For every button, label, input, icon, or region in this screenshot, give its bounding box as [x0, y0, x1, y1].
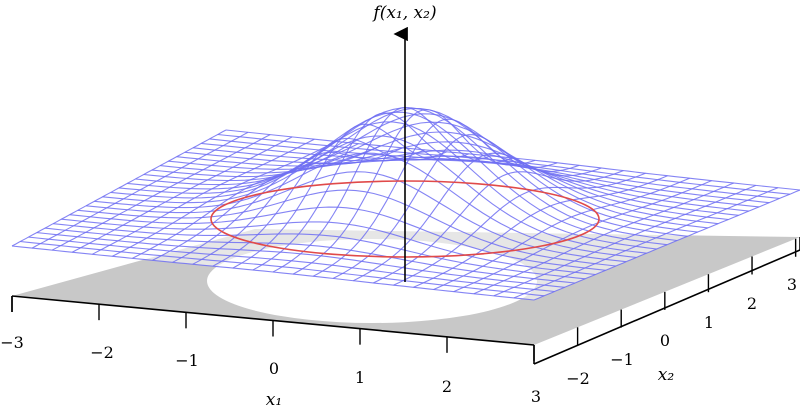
x1-axis-label: x₁	[266, 390, 282, 408]
x1-tick-label: 0	[269, 359, 279, 378]
x2-axis-label: x₂	[658, 365, 675, 385]
mesh-line	[217, 133, 790, 195]
surface-mesh	[11, 106, 800, 301]
mesh-line	[453, 180, 712, 293]
x2-tick-label: 2	[747, 294, 757, 313]
x2-tick-label: 0	[660, 331, 670, 350]
mesh-line	[135, 108, 688, 237]
f-axis-label: f(x₁, x₂)	[371, 3, 436, 23]
mesh-line	[209, 138, 780, 199]
mesh-line	[513, 187, 779, 299]
x1-tick-label: −3	[0, 333, 24, 352]
mesh-line	[413, 175, 668, 288]
x2-axis	[533, 237, 800, 365]
x2-tick-label: −1	[610, 350, 634, 369]
mesh-line	[473, 182, 735, 295]
mesh-line	[127, 107, 678, 242]
x1-tick-label: 2	[442, 377, 452, 396]
mesh-line	[143, 113, 698, 233]
mesh-line	[151, 121, 708, 229]
x2-tick-label: 1	[704, 313, 714, 332]
x1-tick-label: −1	[175, 351, 199, 370]
x1-tick-marks	[11, 296, 535, 361]
mesh-line	[225, 129, 800, 191]
mesh-line	[168, 141, 729, 221]
mesh-line	[160, 131, 719, 225]
x2-tick-marks	[576, 238, 797, 346]
mesh-line	[373, 170, 624, 284]
mesh-line	[493, 184, 757, 297]
x1-tick-labels: −3 −2 −1 0 1 2 3	[0, 333, 541, 406]
x1-tick-label: 1	[355, 368, 365, 387]
x2-tick-label: −2	[566, 369, 590, 388]
x1-tick-label: 3	[531, 387, 541, 406]
x2-tick-label: 3	[787, 275, 797, 294]
mesh-line	[201, 142, 770, 204]
mesh-line	[533, 189, 800, 301]
mesh-line	[184, 151, 749, 212]
mesh-line	[176, 149, 739, 216]
x2-tick-labels: −2 −1 0 1 2 3	[566, 275, 797, 388]
x1-tick-label: −2	[90, 343, 114, 362]
mesh-line	[393, 172, 646, 286]
mesh-line	[433, 177, 690, 291]
